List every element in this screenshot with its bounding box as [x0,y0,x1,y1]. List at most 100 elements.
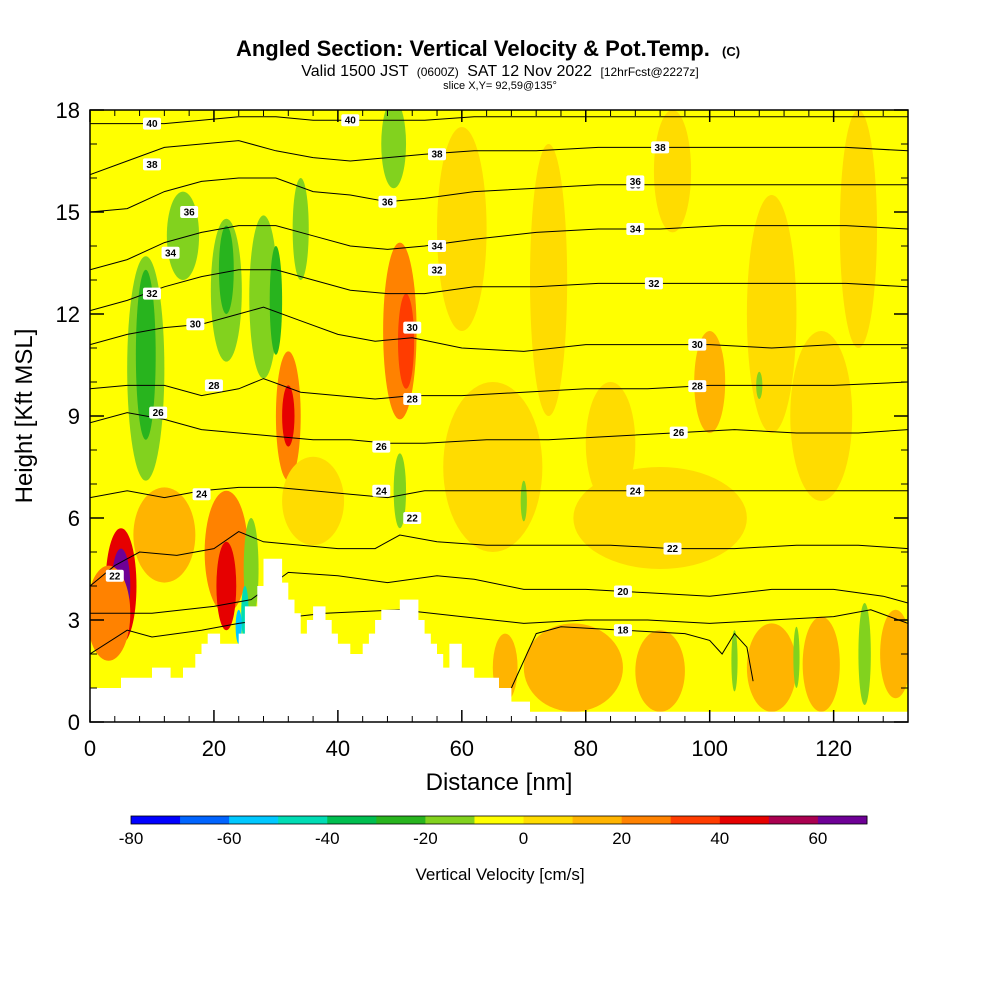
y-tick-label-3: 9 [68,404,80,429]
isentrope-label-extra-18: 22 [407,514,419,525]
isentrope-22 [90,531,908,587]
isentrope-label-28-bg [688,380,707,393]
isentrope-label-34-bg [626,223,645,235]
isentrope-38 [90,140,908,176]
isentrope-label-extra-8-bg [142,287,161,300]
isentrope-label-extra-16-bg [192,488,211,501]
title-suffix: (C) [722,44,740,59]
velocity-cell-24 [523,623,623,712]
velocity-cell-43 [793,626,800,689]
isentrope-36 [90,177,908,213]
isentrope-label-extra-15-bg [372,440,391,453]
velocity-cell-44 [731,630,738,692]
isentrope-label-20: 20 [617,587,629,598]
isentrope-label-extra-7-bg [428,240,447,252]
isentrope-label-extra-19: 22 [109,571,121,582]
colorbar-bin-0 [131,816,181,824]
isentrope-label-extra-2-bg [428,148,447,161]
isentrope-label-extra-6-bg [161,246,180,259]
colorbar-bin-5 [376,816,426,824]
isentrope-16 [510,626,754,689]
colorbar-bin-1 [180,816,230,824]
colorbar-tick-labels: -80 -60 -40 -20 0 20 40 60 [119,829,828,848]
isentrope-label-extra-11-bg [403,321,422,334]
colorbar-tick-label-1: -60 [217,829,242,848]
colorbar-frame [130,815,868,825]
colorbar-bin-3 [278,816,328,824]
colorbar-bin-8 [523,816,574,824]
y-tick-label-0: 0 [68,710,80,735]
y-tick-label-5: 15 [56,200,80,225]
isentrope-label-24: 24 [630,486,642,497]
isentrope-label-extra-3-bg [180,206,199,218]
valid-prefix: Valid 1500 JST [301,63,409,80]
isentrope-label-34: 34 [630,225,642,236]
velocity-cell-37 [585,382,636,505]
isentrope-34 [90,225,908,271]
velocity-cell-32 [746,195,797,433]
isentrope-label-30-bg [688,338,707,351]
isentrope-label-extra-5-bg [626,175,645,188]
isentrope-labels: 1620222426283032343638404038383636363434… [105,114,707,637]
isentrope-label-40: 40 [146,119,158,130]
isentrope-label-38: 38 [655,143,667,154]
velocity-cell-29 [880,609,908,699]
isentrope-label-extra-0-bg [341,114,360,127]
isentrope-label-extra-14: 26 [153,408,165,419]
x-tick-label-0: 0 [84,736,96,761]
isentrope-label-22-bg [663,542,682,555]
isentrope-20 [90,571,908,614]
isentrope-28 [90,378,908,400]
isentrope-label-extra-3: 36 [184,208,196,219]
isentrope-label-extra-20: 18 [617,626,629,637]
isentrope-label-extra-16: 24 [196,490,208,501]
colorbar-bin-4 [327,816,377,824]
isentrope-label-30: 30 [692,340,704,351]
y-tick-label-4: 12 [56,302,80,327]
colorbar-tick-label-0: -80 [119,829,144,848]
colorbar [130,815,868,825]
slice-info: slice X,Y= 92,59@135° [443,80,557,92]
x-tick-label-1: 20 [202,736,226,761]
velocity-cell-7 [282,385,295,447]
isentrope-label-extra-7: 34 [431,242,443,253]
isentrope-label-extra-0: 40 [345,116,357,127]
velocity-cell-17 [292,178,309,280]
isentrope-label-extra-1-bg [142,158,161,171]
velocity-cell-28 [858,603,871,705]
forecast-info: [12hrFcst@2227z] [601,65,699,79]
x-tick-labels: 0 20 40 60 80 100 120 [84,736,852,761]
isentrope-label-extra-12: 28 [208,381,220,392]
isentrope-26 [90,412,908,444]
isentrope-label-extra-15: 26 [376,442,388,453]
chart-subtitle: Valid 1500 JST (0600Z) SAT 12 Nov 2022 [… [301,63,698,80]
isentrope-label-24-bg [626,484,645,497]
velocity-cell-5 [216,541,237,631]
velocity-cell-3 [133,487,196,583]
x-tick-label-4: 80 [574,736,598,761]
velocity-cell-26 [746,623,797,712]
isentrope-32 [90,269,908,312]
isentrope-label-extra-4-bg [378,195,397,208]
isentrope-label-32: 32 [648,279,660,290]
isentrope-label-extra-4: 36 [382,197,394,208]
x-tick-label-2: 40 [326,736,350,761]
isentrope-contours [90,116,908,689]
colorbar-title: Vertical Velocity [cm/s] [415,865,584,884]
velocity-cell-41 [520,480,527,522]
isentrope-label-20-bg [613,585,632,598]
valid-utc: (0600Z) [417,65,459,79]
axis-ticks [89,109,909,723]
isentrope-label-extra-17: 24 [376,486,388,497]
isentrope-label-28: 28 [692,382,704,393]
isentrope-label-38-bg [651,141,670,154]
isentrope-label-extra-2: 38 [431,150,443,161]
y-tick-label-6: 18 [56,98,80,123]
velocity-cell-38 [790,331,853,501]
isentrope-label-extra-18-bg [403,512,422,524]
velocity-cell-34 [839,110,878,348]
colorbar-tick-label-6: 40 [710,829,729,848]
isentrope-label-extra-12-bg [204,379,223,392]
chart-title: Angled Section: Vertical Velocity & Pot.… [236,36,740,61]
